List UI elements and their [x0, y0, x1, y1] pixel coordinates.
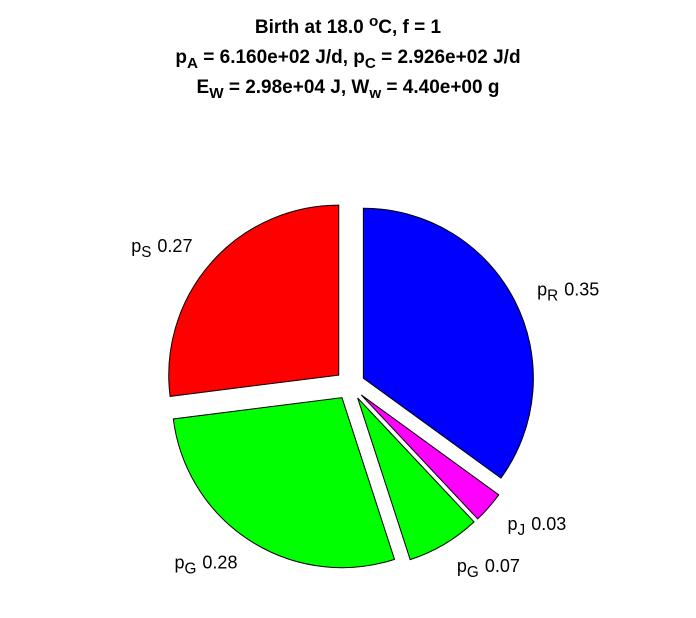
title-part: p: [175, 47, 187, 68]
title-part: = 6.160e+02 J/d, p: [198, 47, 365, 68]
chart-title: EW = 2.98e+04 J, Ww = 4.40e+00 g: [197, 77, 500, 102]
title-part: = 4.40e+00 g: [381, 77, 499, 98]
slice-label: pR 0.35: [537, 280, 599, 305]
label-sub: S: [141, 244, 151, 261]
pie-slice: [362, 207, 534, 479]
chart-title: pA = 6.160e+02 J/d, pC = 2.926e+02 J/d: [175, 47, 520, 72]
title-part: o: [369, 13, 378, 30]
title-part: C: [365, 55, 376, 72]
label-base: p: [537, 280, 547, 300]
title-part: A: [187, 55, 198, 72]
pie-slice: [357, 397, 475, 561]
chart-title: Birth at 18.0 oC, f = 1: [255, 13, 442, 38]
label-sub: G: [467, 564, 479, 581]
title-part: = 2.98e+04 J, W: [224, 77, 370, 98]
slice-label: pJ 0.03: [508, 514, 567, 539]
title-part: w: [368, 85, 381, 102]
title-part: = 2.926e+02 J/d: [376, 47, 521, 68]
pie-slice: [172, 397, 396, 569]
slice-label: pS 0.27: [131, 236, 192, 261]
label-base: p: [131, 236, 141, 256]
title-part: E: [197, 77, 210, 98]
label-value: 0.35: [564, 280, 599, 300]
label-base: p: [508, 514, 518, 534]
label-value: 0.07: [485, 556, 520, 576]
label-base: p: [175, 552, 185, 572]
label-sub: R: [547, 288, 558, 305]
title-part: W: [209, 85, 224, 102]
slice-label: pG 0.28: [175, 552, 238, 577]
pie-slice: [168, 204, 340, 397]
label-sub: G: [185, 561, 197, 578]
title-part: C, f = 1: [378, 17, 441, 38]
label-value: 0.27: [157, 236, 192, 256]
label-value: 0.03: [531, 514, 566, 534]
label-value: 0.28: [202, 552, 237, 572]
pie-slice: [360, 394, 500, 520]
label-base: p: [457, 556, 467, 576]
slice-label: pG 0.07: [457, 556, 520, 581]
title-part: Birth at 18.0: [255, 17, 369, 38]
label-sub: J: [518, 522, 526, 539]
